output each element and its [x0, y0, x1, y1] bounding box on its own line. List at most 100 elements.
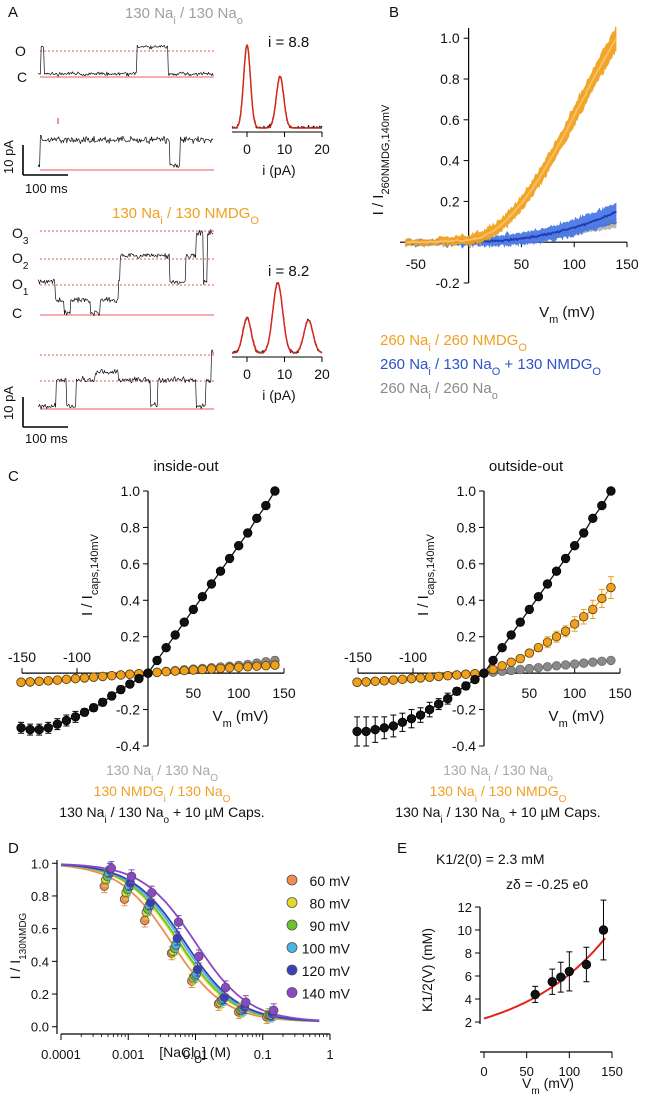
d-legend-label: 80 mV	[310, 896, 351, 912]
c-y-tick-label: -0.2	[116, 702, 140, 718]
c-data-point	[161, 642, 171, 653]
c-data-point	[252, 513, 262, 524]
text-part: i (pA)	[262, 387, 295, 403]
c-data-point	[588, 513, 598, 524]
c-data-point	[560, 660, 571, 670]
text-part: (mV)	[558, 304, 595, 321]
c-data-point	[252, 661, 262, 671]
c-data-point	[533, 591, 544, 602]
b-y-label: I / I260NMDG,140mV	[370, 104, 392, 215]
c-x-tick-label: 100	[563, 685, 587, 701]
scale-label-current-2: 10 pA	[1, 386, 16, 420]
d-data-point	[145, 897, 156, 908]
hist-tick-label: 0	[243, 141, 251, 157]
text-part: + 10 µM Caps.	[505, 804, 601, 820]
e-y-tick-label: 2	[465, 1015, 472, 1030]
c-y-tick-label: 0.4	[121, 592, 141, 608]
subscript-part: O	[223, 794, 231, 805]
d-y-tick-label: 1.0	[31, 856, 49, 871]
c-data-point	[224, 663, 235, 673]
c-data-point	[361, 726, 371, 737]
c-data-point	[515, 653, 525, 664]
level-label-c: C	[17, 69, 27, 85]
d-data-point	[194, 951, 204, 962]
c-y-tick-label: -0.4	[116, 738, 140, 754]
subscript-part: caps,140mV	[89, 533, 101, 595]
e-y-tick-label: 6	[465, 969, 472, 984]
subscript-part: o	[237, 15, 243, 27]
c-data-point	[515, 617, 525, 627]
trace-bottom-2	[37, 349, 214, 410]
c-data-point	[125, 679, 135, 689]
c-data-point	[388, 721, 399, 731]
c-data-point	[515, 664, 525, 675]
hist-xlabel: i (pA)	[262, 162, 295, 178]
c-data-point	[597, 593, 607, 604]
c-data-point	[25, 677, 35, 687]
c-data-point	[188, 665, 199, 675]
c-legend-entry: 130 Nai / 130 Nao + 10 µM Caps.	[395, 804, 600, 826]
c-data-point	[261, 500, 271, 511]
text-part: / 130 Na	[166, 783, 223, 799]
text-part: 260 Na	[380, 332, 429, 349]
c-data-point	[588, 604, 598, 615]
d-fit-curve	[60, 864, 320, 1022]
subscript-part: m	[223, 718, 232, 730]
c-legend-entry: 130 NMDGi / 130 NaO	[94, 783, 231, 805]
b-y-tick-label: 0.6	[440, 112, 460, 128]
subscript-part: O	[210, 773, 218, 784]
c-x-tick-label: 100	[227, 685, 251, 701]
d-y-tick-label: 0.0	[31, 1020, 49, 1035]
d-x-tick-label: 1	[326, 1047, 333, 1062]
hist-tick-label: 20	[314, 366, 330, 382]
text-part: ] (M)	[202, 1044, 231, 1060]
c-data-point	[97, 671, 108, 682]
d-data-point	[219, 992, 229, 1003]
c-data-point	[443, 693, 453, 704]
d-legend-label: 100 mV	[302, 941, 351, 957]
subscript-part: O	[250, 215, 259, 227]
c-data-point	[61, 674, 72, 685]
subscript-part: m	[559, 718, 568, 730]
subscript-part: 260NMDG,140mV	[380, 104, 392, 195]
e-x-label: Vm (mV)	[522, 1075, 574, 1097]
panel-label-b: B	[389, 4, 399, 21]
c-x-tick-label: -100	[399, 649, 427, 665]
d-x-tick-label: 0.01	[183, 1047, 208, 1062]
text-part: / 130 Na	[176, 5, 238, 22]
subscript-part: 130NMDG	[18, 912, 29, 959]
d-legend-label: 90 mV	[310, 918, 351, 934]
c-data-point	[143, 668, 153, 678]
text-part: [NaCl	[159, 1044, 194, 1060]
e-y-tick-label: 4	[465, 992, 472, 1007]
text-part: 130 Na	[395, 804, 440, 820]
subscript-part: o	[500, 815, 506, 826]
c-data-point	[379, 676, 389, 686]
c-data-point	[270, 486, 280, 496]
c-data-point	[415, 710, 426, 720]
scale-label-time-2: 100 ms	[25, 431, 68, 446]
text-part: 260 Na	[380, 356, 429, 373]
c-data-point	[433, 671, 444, 682]
d-legend-marker	[286, 964, 298, 976]
c-legend-entry: 130 Nai / 130 NaO	[106, 762, 218, 784]
subscript-part: i	[160, 215, 162, 227]
e-data-point	[547, 977, 557, 987]
subscript-part: 1	[23, 287, 29, 298]
text-part: O	[12, 225, 23, 241]
c-data-point	[261, 660, 271, 671]
c-data-point	[116, 670, 126, 680]
subscript-part: i	[151, 773, 153, 784]
panel-label-c: C	[8, 468, 19, 485]
text-part: / 130 Na	[431, 356, 493, 373]
c-data-point	[406, 673, 417, 684]
c-data-point	[397, 717, 408, 728]
c-data-point	[560, 626, 571, 636]
text-part: 260 Na	[380, 380, 429, 397]
subscript-part: i	[475, 794, 477, 805]
subscript-part: 3	[23, 236, 29, 247]
amplitude-label: i = 8.2	[268, 263, 309, 280]
c-x-tick-label: 150	[608, 685, 632, 701]
c-data-point	[388, 675, 399, 685]
d-legend-marker	[286, 919, 298, 931]
